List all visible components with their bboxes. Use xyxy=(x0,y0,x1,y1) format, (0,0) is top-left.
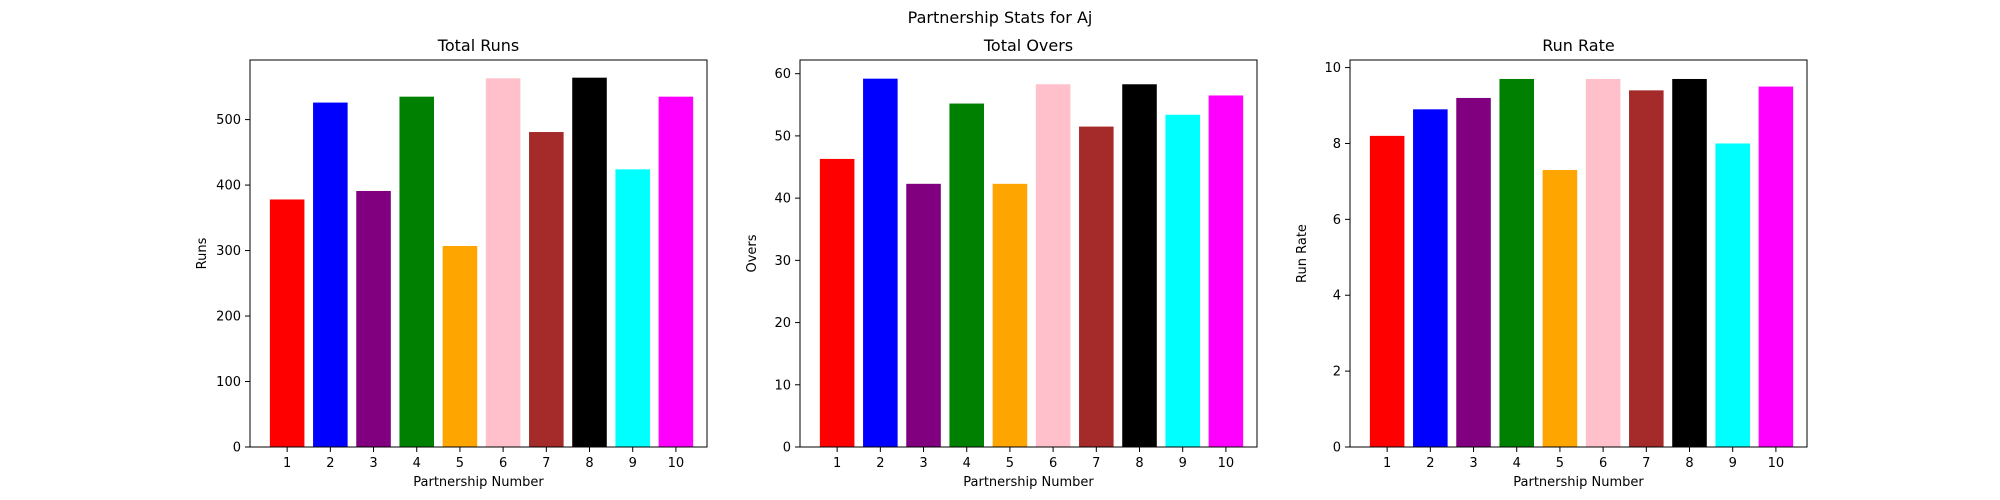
chart-2-y-tick-label-5: 50 xyxy=(774,129,791,144)
chart-3-bar-3 xyxy=(1456,97,1491,448)
chart-1-bar-6 xyxy=(485,78,521,447)
chart-1-y-axis-label: Runs xyxy=(195,237,210,269)
chart-1-x-tick-label-5: 5 xyxy=(456,456,464,471)
chart-2-bar-1 xyxy=(819,158,855,447)
chart-2-x-tick-label-8: 8 xyxy=(1135,456,1143,471)
chart-2-bar-7 xyxy=(1079,126,1114,448)
chart-1-x-tick-label-4: 4 xyxy=(413,456,421,471)
chart-2-x-tick-label-6: 6 xyxy=(1049,456,1057,471)
chart-1-y-tick-label-5: 500 xyxy=(216,113,241,128)
chart-2-y-tick-label-6: 60 xyxy=(774,67,791,82)
chart-3-x-tick-label-8: 8 xyxy=(1685,456,1693,471)
chart-1-title: Total Runs xyxy=(437,36,519,55)
chart-2-x-tick-label-4: 4 xyxy=(963,456,971,471)
chart-2-bar-5 xyxy=(992,183,1028,447)
chart-1-x-tick-label-8: 8 xyxy=(585,456,593,471)
chart-3-x-axis-label: Partnership Number xyxy=(1513,475,1644,490)
chart-2-x-tick-label-5: 5 xyxy=(1006,456,1014,471)
chart-2-axes-frame xyxy=(799,59,1258,448)
chart-1-bar-4 xyxy=(399,96,435,448)
chart-3-x-tick-label-6: 6 xyxy=(1599,456,1607,471)
chart-2-bar-3 xyxy=(906,183,941,447)
chart-3-x-tick-label-3: 3 xyxy=(1469,456,1477,471)
chart-2-y-tick-label-2: 20 xyxy=(774,316,791,331)
chart-3-title: Run Rate xyxy=(1542,36,1614,55)
chart-2-y-tick-label-1: 10 xyxy=(774,378,791,393)
chart-1-y-tick-label-1: 100 xyxy=(216,375,241,390)
chart-3-x-tick-label-5: 5 xyxy=(1556,456,1564,471)
chart-3-axes-frame xyxy=(1349,59,1808,448)
chart-2-y-tick-label-3: 30 xyxy=(774,254,791,269)
chart-2-x-tick-label-1: 1 xyxy=(833,456,841,471)
chart-2-y-tick-label-4: 40 xyxy=(774,192,791,207)
figure-title: Partnership Stats for Aj xyxy=(907,8,1093,27)
chart-3-y-tick-label-4: 8 xyxy=(1333,137,1341,152)
chart-3-x-tick-label-1: 1 xyxy=(1383,456,1391,471)
chart-2-x-tick-label-3: 3 xyxy=(919,456,927,471)
chart-2-x-axis-label: Partnership Number xyxy=(963,475,1094,490)
chart-2-x-tick-label-7: 7 xyxy=(1092,456,1100,471)
chart-1-bar-9 xyxy=(615,169,650,447)
chart-3-bar-8 xyxy=(1672,78,1707,448)
chart-3-y-tick-label-0: 0 xyxy=(1333,441,1341,456)
chart-1-bar-7 xyxy=(529,132,564,447)
chart-3-y-axis-label: Run Rate xyxy=(1295,224,1310,283)
chart-2-y-axis-label: Overs xyxy=(745,234,760,272)
chart-3-bar-6 xyxy=(1585,78,1621,448)
chart-2-title: Total Overs xyxy=(983,36,1073,55)
chart-3-bar-9 xyxy=(1715,143,1750,447)
chart-3-bar-1 xyxy=(1369,135,1405,447)
chart-1-y-tick-label-4: 400 xyxy=(216,179,241,194)
chart-2-bar-9 xyxy=(1165,114,1200,447)
chart-3-x-tick-label-10: 10 xyxy=(1768,456,1785,471)
chart-1-bar-3 xyxy=(356,190,391,447)
chart-1-x-tick-label-1: 1 xyxy=(283,456,291,471)
chart-2-bar-8 xyxy=(1122,84,1157,448)
chart-2-bar-4 xyxy=(949,103,985,448)
chart-3-bar-4 xyxy=(1499,78,1535,448)
chart-2-x-tick-label-2: 2 xyxy=(876,456,884,471)
chart-1-x-axis-label: Partnership Number xyxy=(413,475,544,490)
chart-3-bar-2 xyxy=(1413,109,1448,447)
chart-3-x-tick-label-4: 4 xyxy=(1513,456,1521,471)
chart-1-x-tick-label-2: 2 xyxy=(326,456,334,471)
chart-1-y-tick-label-2: 200 xyxy=(216,310,241,325)
chart-3-bar-5 xyxy=(1542,170,1578,447)
chart-1-bar-5 xyxy=(442,245,478,447)
chart-1-y-tick-label-3: 300 xyxy=(216,244,241,259)
chart-1-y-tick-label-0: 0 xyxy=(233,441,241,456)
chart-1-bar-1 xyxy=(269,199,305,447)
chart-3-bar-10 xyxy=(1758,86,1794,447)
chart-3-x-tick-label-2: 2 xyxy=(1426,456,1434,471)
chart-3-x-tick-label-7: 7 xyxy=(1642,456,1650,471)
chart-1-x-tick-label-6: 6 xyxy=(499,456,507,471)
chart-2-y-tick-label-0: 0 xyxy=(783,441,791,456)
chart-1-x-tick-label-9: 9 xyxy=(629,456,637,471)
chart-2-bar-6 xyxy=(1035,84,1071,448)
chart-3-y-tick-label-5: 10 xyxy=(1324,61,1341,76)
chart-3-y-tick-label-3: 6 xyxy=(1333,213,1341,228)
chart-3-y-tick-label-1: 2 xyxy=(1333,365,1341,380)
chart-1-x-tick-label-3: 3 xyxy=(369,456,377,471)
chart-3-x-tick-label-9: 9 xyxy=(1729,456,1737,471)
chart-1-bar-8 xyxy=(572,77,607,447)
chart-1-bar-10 xyxy=(658,96,694,448)
chart-1-bar-2 xyxy=(313,102,348,448)
chart-3-bar-7 xyxy=(1629,90,1664,448)
chart-1-x-tick-label-7: 7 xyxy=(542,456,550,471)
chart-2-bar-2 xyxy=(863,78,898,448)
chart-2-x-tick-label-10: 10 xyxy=(1218,456,1235,471)
chart-2-bar-10 xyxy=(1208,95,1244,447)
chart-3-y-tick-label-2: 4 xyxy=(1333,289,1341,304)
chart-1-axes-frame xyxy=(249,59,708,448)
chart-1-x-tick-label-10: 10 xyxy=(668,456,685,471)
chart-2-x-tick-label-9: 9 xyxy=(1179,456,1187,471)
